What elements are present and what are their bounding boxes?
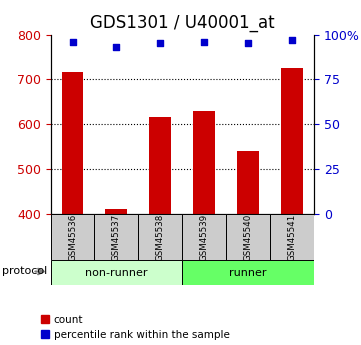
Bar [281, 68, 303, 214]
Bar [105, 209, 127, 214]
Bar [51, 214, 95, 260]
Text: GSM45541: GSM45541 [288, 214, 297, 261]
Bar [193, 111, 215, 214]
Bar [95, 214, 138, 260]
Point [289, 37, 295, 43]
Bar [61, 72, 83, 214]
Point [201, 39, 207, 45]
Text: non-runner: non-runner [85, 268, 148, 277]
Legend: count, percentile rank within the sample: count, percentile rank within the sample [41, 315, 230, 340]
Text: runner: runner [230, 268, 267, 277]
Text: GSM45539: GSM45539 [200, 214, 209, 261]
Point [70, 39, 75, 45]
Bar [226, 214, 270, 260]
Bar [182, 214, 226, 260]
Point [245, 41, 251, 46]
Text: GSM45537: GSM45537 [112, 214, 121, 261]
Bar [149, 117, 171, 214]
Bar [237, 151, 259, 214]
Bar [138, 214, 182, 260]
Bar [51, 260, 182, 285]
Bar [270, 214, 314, 260]
Point [157, 41, 163, 46]
Text: GSM45536: GSM45536 [68, 214, 77, 261]
Text: GSM45540: GSM45540 [244, 214, 253, 261]
Text: protocol: protocol [2, 266, 47, 276]
Bar [182, 260, 314, 285]
Title: GDS1301 / U40001_at: GDS1301 / U40001_at [90, 14, 275, 32]
Text: GSM45538: GSM45538 [156, 214, 165, 261]
Point [113, 44, 119, 50]
